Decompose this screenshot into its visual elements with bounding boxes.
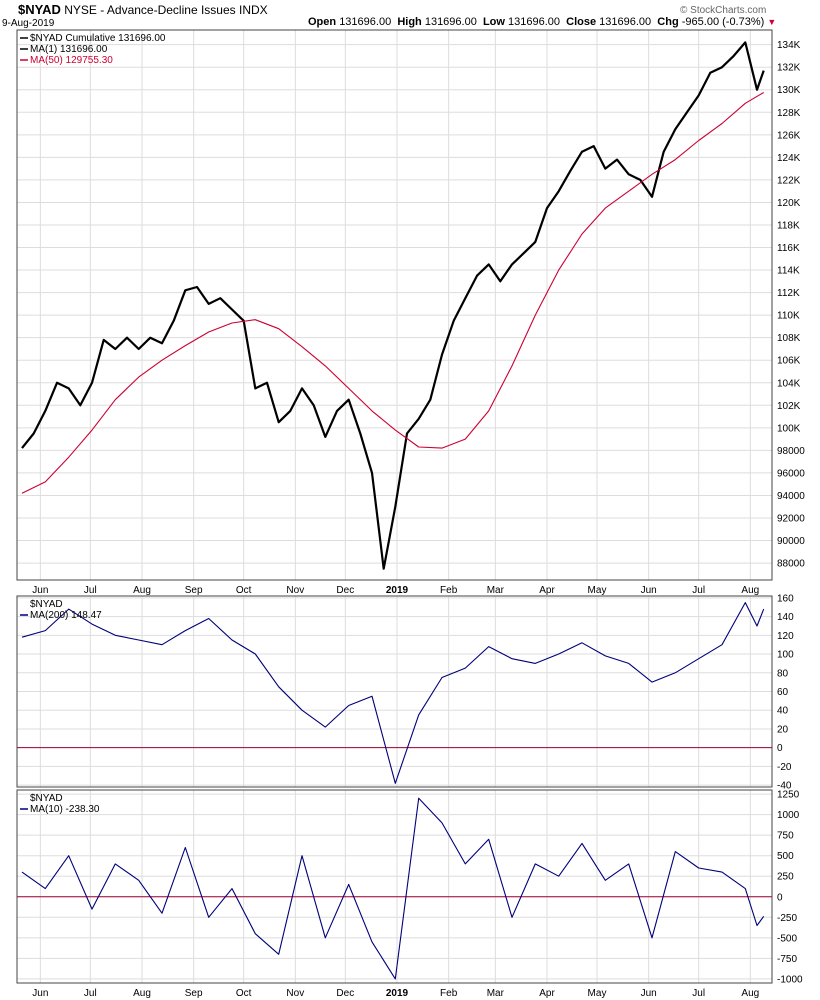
x-tick-label: Sep (185, 585, 203, 596)
x-tick-label: Aug (133, 988, 151, 999)
legend-entry: $NYAD (30, 599, 63, 610)
y-tick-label: 160 (777, 593, 794, 604)
y-tick-label: -750 (777, 954, 797, 965)
y-tick-label: 0 (777, 743, 783, 754)
legend-entry: MA(50) 129755.30 (30, 55, 113, 66)
watermark: © StockCharts.com (680, 5, 767, 16)
x-tick-label: Jun (32, 988, 48, 999)
y-tick-label: 94000 (777, 491, 805, 502)
x-tick-label: Jun (641, 585, 657, 596)
x-tick-label: Jun (32, 585, 48, 596)
y-tick-label: 0 (777, 892, 783, 903)
x-tick-label: Jun (641, 988, 657, 999)
y-tick-label: 1250 (777, 790, 800, 801)
chart-header: $NYAD NYSE - Advance-Decline Issues INDX (18, 2, 268, 17)
series-line-ma-50- (21, 92, 764, 494)
y-tick-label: -500 (777, 933, 797, 944)
x-tick-label: 2019 (386, 585, 409, 596)
y-tick-label: 20 (777, 724, 789, 735)
y-tick-label: 102K (777, 401, 801, 412)
x-tick-label: 2019 (386, 988, 409, 999)
panel-frame (16, 29, 773, 581)
x-tick-label: Jul (692, 988, 705, 999)
y-tick-label: -20 (777, 762, 792, 773)
x-tick-label: Aug (741, 585, 759, 596)
x-tick-label: May (588, 988, 607, 999)
y-tick-label: 40 (777, 706, 789, 717)
x-tick-label: Mar (487, 585, 505, 596)
legend-entry: MA(200) 148.47 (30, 610, 102, 621)
x-tick-label: Feb (440, 988, 458, 999)
y-tick-label: 116K (777, 243, 800, 254)
y-tick-label: -250 (777, 913, 797, 924)
y-tick-label: 114K (777, 266, 800, 277)
x-tick-label: Nov (286, 585, 304, 596)
x-tick-label: Oct (236, 988, 252, 999)
x-tick-label: Dec (336, 988, 354, 999)
x-tick-label: Sep (185, 988, 203, 999)
y-tick-label: 112K (777, 288, 800, 299)
y-tick-label: 96000 (777, 468, 805, 479)
y-tick-label: 118K (777, 220, 800, 231)
x-tick-label: Oct (236, 585, 252, 596)
y-tick-label: 92000 (777, 514, 805, 525)
y-tick-label: 100 (777, 650, 794, 661)
y-tick-label: 750 (777, 831, 794, 842)
x-tick-label: Dec (336, 585, 354, 596)
x-tick-label: May (588, 585, 607, 596)
panel-frame (16, 595, 773, 788)
y-tick-label: 106K (777, 356, 801, 367)
x-tick-label: Feb (440, 585, 458, 596)
x-tick-label: Nov (286, 988, 304, 999)
x-tick-label: Jul (84, 585, 97, 596)
y-tick-label: 120K (777, 198, 801, 209)
y-tick-label: 98000 (777, 446, 805, 457)
symbol: $NYAD (18, 2, 61, 17)
y-tick-label: 126K (777, 130, 801, 141)
y-tick-label: 90000 (777, 536, 805, 547)
y-tick-label: 80 (777, 668, 789, 679)
y-tick-label: 124K (777, 153, 801, 164)
y-tick-label: 60 (777, 687, 789, 698)
series-line--nyad-cumulative (21, 41, 765, 570)
legend-entry: MA(1) 131696.00 (30, 44, 108, 55)
legend-entry: $NYAD (30, 793, 63, 804)
y-tick-label: 1000 (777, 810, 800, 821)
series-line-ma-200- (21, 602, 765, 784)
y-tick-label: 100K (777, 423, 801, 434)
x-tick-label: Mar (487, 988, 505, 999)
y-tick-label: -1000 (777, 974, 803, 985)
y-tick-label: 128K (777, 108, 801, 119)
y-tick-label: 110K (777, 311, 800, 322)
panel-frame (16, 789, 773, 984)
x-tick-label: Jul (84, 988, 97, 999)
y-tick-label: 134K (777, 40, 801, 51)
chart-date: 9-Aug-2019 (2, 18, 55, 29)
y-tick-label: 500 (777, 851, 794, 862)
y-tick-label: 122K (777, 175, 801, 186)
x-tick-label: Apr (539, 585, 555, 596)
y-tick-label: 104K (777, 378, 801, 389)
y-tick-label: 140 (777, 612, 794, 623)
y-tick-label: -40 (777, 781, 792, 792)
y-tick-label: 130K (777, 85, 801, 96)
series-line-ma-10- (21, 797, 765, 980)
x-tick-label: Aug (741, 988, 759, 999)
y-tick-label: 250 (777, 872, 794, 883)
y-tick-label: 120 (777, 631, 794, 642)
x-tick-label: Apr (539, 988, 555, 999)
y-tick-label: 88000 (777, 559, 805, 570)
ohlc-readout: Open 131696.00 High 131696.00 Low 131696… (308, 16, 777, 28)
legend-entry: $NYAD Cumulative 131696.00 (30, 33, 166, 44)
x-tick-label: Jul (692, 585, 705, 596)
y-tick-label: 108K (777, 333, 801, 344)
exchange: INDX (238, 3, 268, 17)
legend-entry: MA(10) -238.30 (30, 804, 100, 815)
description: NYSE - Advance-Decline Issues (64, 3, 236, 17)
x-tick-label: Aug (133, 585, 151, 596)
down-triangle-icon: ▼ (767, 17, 777, 27)
y-tick-label: 132K (777, 63, 801, 74)
